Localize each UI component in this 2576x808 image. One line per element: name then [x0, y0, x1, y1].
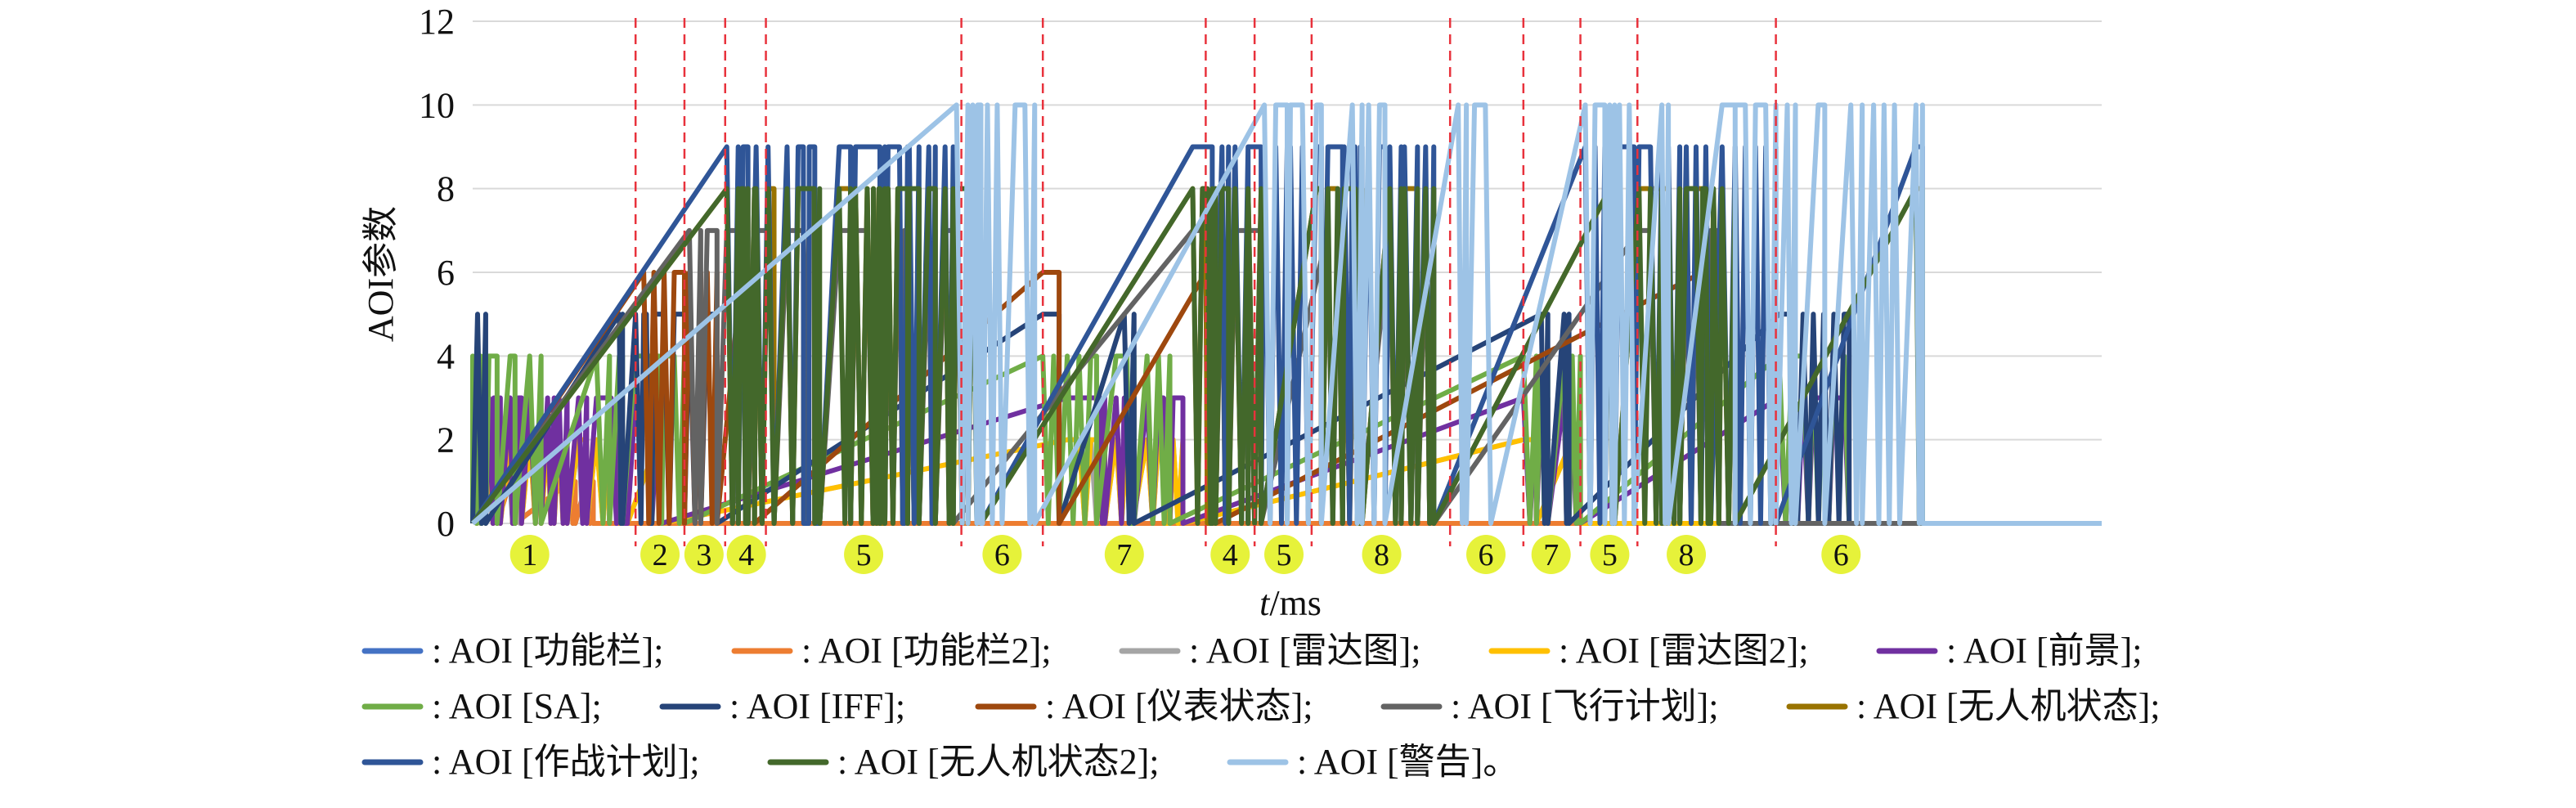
legend-label: : AOI [SA];: [432, 686, 602, 726]
legend-label: : AOI [无人机状态];: [1856, 686, 2161, 726]
legend-label: : AOI [雷达图2];: [1559, 631, 1809, 671]
legend-item: : AOI [作战计划];: [361, 742, 700, 782]
x-axis-title: t/ms: [1259, 583, 1322, 623]
phase-boundaries: [634, 18, 1777, 546]
phase-circle: [640, 535, 680, 574]
legend-item: : AOI [SA];: [361, 686, 602, 726]
phase-marker: 6: [1466, 535, 1506, 574]
legend-label: : AOI [IFF];: [729, 686, 905, 726]
phase-marker: 5: [1590, 535, 1630, 574]
legend-item: : AOI [警告]。: [1227, 742, 1519, 782]
phase-marker: 5: [1264, 535, 1304, 574]
phase-marker: 2: [640, 535, 680, 574]
y-tick-label: 10: [419, 85, 455, 125]
legend-label: : AOI [前景];: [1946, 631, 2143, 671]
phase-marker: 4: [726, 535, 766, 574]
x-axis-variable: t: [1259, 583, 1271, 623]
phase-number: 2: [653, 538, 668, 572]
legend-label: : AOI [作战计划];: [432, 742, 700, 782]
legend-item: : AOI [仪表状态];: [975, 686, 1313, 726]
legend-label: : AOI [雷达图];: [1189, 631, 1421, 671]
legend-label: : AOI [功能栏2];: [801, 631, 1052, 671]
phase-number: 7: [1543, 538, 1559, 572]
legend-item: : AOI [无人机状态2];: [767, 742, 1160, 782]
phase-marker: 3: [684, 535, 724, 574]
phase-circle: [509, 535, 550, 574]
phase-number: 6: [1833, 538, 1849, 572]
y-tick-label: 2: [437, 420, 455, 460]
y-tick-label: 8: [437, 169, 455, 209]
phase-circle: [684, 535, 724, 574]
y-tick-label: 0: [437, 504, 455, 544]
phase-number: 7: [1116, 538, 1132, 572]
phase-marker: 7: [1531, 535, 1571, 574]
phase-number: 3: [696, 538, 711, 572]
legend-item: : AOI [雷达图2];: [1488, 631, 1809, 671]
phase-circle: [982, 535, 1022, 574]
legend-item: : AOI [IFF];: [659, 686, 905, 726]
phase-circle: [1667, 535, 1707, 574]
phase-circle: [1210, 535, 1250, 574]
phase-number: 5: [1602, 538, 1618, 572]
phase-circle: [1466, 535, 1506, 574]
phase-circle: [1531, 535, 1571, 574]
legend-item: : AOI [前景];: [1876, 631, 2143, 671]
phase-circle: [1362, 535, 1402, 574]
phase-marker: 1: [509, 535, 550, 574]
phase-marker: 6: [982, 535, 1022, 574]
legend: : AOI [功能栏]; : AOI [功能栏2]; : AOI [雷达图]; : A…: [361, 631, 2161, 782]
legend-item: : AOI [功能栏2];: [731, 631, 1052, 671]
phase-circle: [844, 535, 884, 574]
legend-label: : AOI [仪表状态];: [1045, 686, 1313, 726]
phase-number: 6: [994, 538, 1010, 572]
phase-number: 4: [1223, 538, 1238, 572]
phase-number: 8: [1374, 538, 1389, 572]
phase-circle: [1264, 535, 1304, 574]
y-tick-label: 6: [437, 253, 455, 293]
y-tick-label: 12: [419, 2, 455, 42]
phase-number: 5: [1277, 538, 1292, 572]
legend-label: : AOI [功能栏];: [432, 631, 664, 671]
y-tick-label: 4: [437, 336, 455, 376]
legend-label: : AOI [警告]。: [1297, 742, 1519, 782]
phase-circle: [1104, 535, 1144, 574]
legend-label: : AOI [无人机状态2];: [837, 742, 1160, 782]
x-axis-unit: /ms: [1269, 583, 1322, 623]
phase-marker: 5: [844, 535, 884, 574]
legend-label: : AOI [飞行计划];: [1451, 686, 1719, 726]
phase-number: 1: [522, 538, 537, 572]
legend-item: : AOI [飞行计划];: [1380, 686, 1719, 726]
phase-marker: 4: [1210, 535, 1250, 574]
y-axis-title: AOI参数: [361, 206, 401, 342]
series-line-12: [471, 102, 2102, 526]
phase-number: 6: [1479, 538, 1494, 572]
phase-circle: [726, 535, 766, 574]
phase-marker: 6: [1821, 535, 1861, 574]
phase-number: 8: [1679, 538, 1694, 572]
phase-marker: 8: [1667, 535, 1707, 574]
legend-item: : AOI [无人机状态];: [1786, 686, 2161, 726]
phase-marker: 7: [1104, 535, 1144, 574]
phase-circle: [1590, 535, 1630, 574]
series-lines: [470, 102, 2102, 526]
phase-number: 4: [738, 538, 754, 572]
legend-item: : AOI [雷达图];: [1119, 631, 1421, 671]
phase-circle: [1821, 535, 1861, 574]
phase-marker: 8: [1362, 535, 1402, 574]
phase-number: 5: [856, 538, 872, 572]
legend-item: : AOI [功能栏];: [361, 631, 664, 671]
y-tick-labels: 0 2 4 6 8 10 12: [419, 2, 455, 544]
